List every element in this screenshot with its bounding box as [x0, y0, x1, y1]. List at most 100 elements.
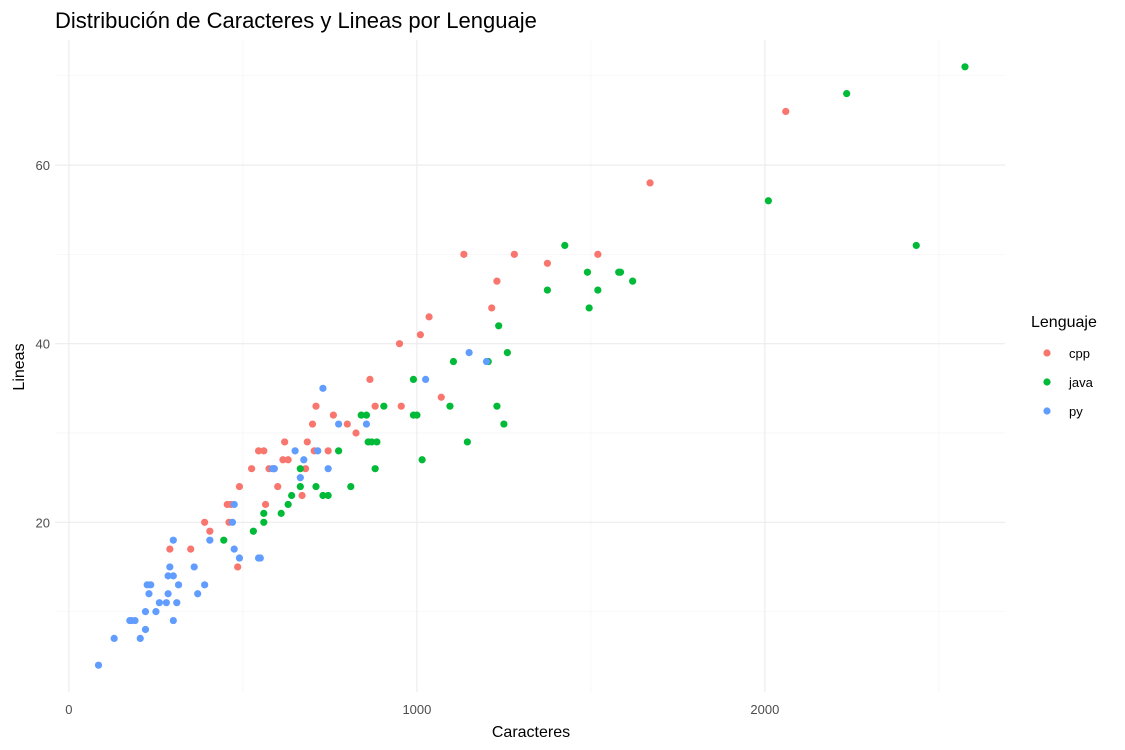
- data-point-py: [324, 465, 332, 473]
- data-point-py: [166, 563, 174, 571]
- data-point-cpp: [260, 447, 268, 455]
- chart-title: Distribución de Caracteres y Lineas por …: [55, 8, 537, 33]
- data-point-cpp: [303, 438, 311, 446]
- data-point-cpp: [187, 545, 195, 553]
- data-point-py: [291, 447, 299, 455]
- y-axis-title: Lineas: [11, 343, 28, 390]
- data-point-py: [164, 572, 172, 580]
- data-point-java: [583, 268, 592, 276]
- data-point-py: [141, 625, 150, 634]
- legend-label-java: java: [1068, 375, 1094, 390]
- y-tick-label: 20: [36, 515, 50, 530]
- data-point-py: [147, 581, 155, 589]
- data-point-java: [296, 465, 304, 473]
- data-point-cpp: [425, 313, 433, 321]
- data-point-java: [594, 286, 602, 294]
- data-point-java: [561, 241, 569, 250]
- data-point-py: [141, 608, 150, 616]
- data-point-cpp: [488, 304, 496, 312]
- data-point-java: [362, 411, 371, 419]
- data-point-py: [422, 375, 430, 383]
- data-point-cpp: [235, 482, 244, 491]
- data-point-java: [260, 509, 268, 517]
- data-point-py: [362, 420, 371, 428]
- legend-key-java: [1043, 378, 1051, 386]
- series-py: [94, 349, 491, 669]
- legend-key-py: [1043, 407, 1051, 415]
- data-point-java: [912, 241, 920, 250]
- data-point-java: [260, 518, 268, 526]
- data-point-java: [764, 197, 772, 205]
- data-point-py: [206, 536, 214, 544]
- data-point-py: [228, 518, 237, 526]
- data-point-py: [256, 554, 264, 562]
- data-point-java: [961, 63, 969, 71]
- data-point-cpp: [343, 420, 351, 428]
- data-point-cpp: [248, 465, 256, 473]
- x-axis-title: Caracteres: [492, 724, 570, 741]
- data-point-cpp: [206, 527, 214, 535]
- data-point-py: [136, 634, 144, 643]
- x-tick-label: 0: [65, 702, 72, 717]
- data-point-cpp: [782, 107, 790, 116]
- x-axis-ticks: 0 1000 2000: [65, 702, 779, 717]
- data-point-cpp: [284, 456, 292, 464]
- data-point-py: [314, 447, 322, 455]
- data-point-py: [201, 581, 209, 589]
- data-point-cpp: [352, 429, 360, 437]
- data-point-java: [495, 322, 503, 330]
- data-point-java: [380, 402, 388, 410]
- data-point-py: [230, 545, 238, 553]
- data-point-cpp: [395, 340, 404, 348]
- data-point-py: [152, 608, 160, 616]
- data-point-java: [371, 465, 379, 473]
- data-point-java: [347, 482, 355, 491]
- data-point-java: [296, 482, 304, 491]
- data-point-java: [324, 491, 332, 500]
- data-point-cpp: [594, 250, 602, 258]
- data-point-java: [312, 482, 320, 491]
- data-point-java: [629, 277, 637, 285]
- data-point-cpp: [397, 402, 405, 410]
- data-point-java: [335, 447, 343, 455]
- data-point-java: [220, 536, 228, 544]
- legend-title: Lenguaje: [1031, 314, 1097, 331]
- data-point-java: [843, 89, 851, 98]
- data-point-py: [169, 572, 177, 580]
- data-point-py: [110, 634, 118, 643]
- data-point-java: [288, 491, 296, 500]
- x-tick-label: 1000: [402, 702, 431, 717]
- data-point-java: [543, 286, 551, 294]
- data-point-cpp: [646, 179, 654, 187]
- data-point-py: [270, 465, 278, 473]
- data-point-java: [493, 402, 501, 410]
- data-point-py: [230, 500, 238, 509]
- data-point-cpp: [279, 456, 287, 464]
- data-point-java: [319, 491, 327, 500]
- data-point-cpp: [510, 250, 518, 258]
- data-point-java: [449, 357, 458, 366]
- x-tick-label: 2000: [750, 702, 779, 717]
- data-point-java: [357, 411, 365, 419]
- legend-label-py: py: [1069, 404, 1083, 419]
- data-point-java: [463, 438, 471, 446]
- legend-items: cpp java py: [1043, 346, 1094, 419]
- y-tick-label: 60: [36, 158, 50, 173]
- data-point-py: [482, 357, 491, 366]
- data-point-java: [277, 509, 285, 517]
- data-point-cpp: [543, 259, 551, 267]
- data-point-cpp: [329, 411, 337, 419]
- legend-label-cpp: cpp: [1069, 346, 1090, 361]
- data-point-py: [465, 349, 473, 357]
- series-java: [220, 63, 969, 544]
- data-point-java: [585, 304, 593, 312]
- data-point-cpp: [254, 447, 263, 455]
- data-point-py: [155, 599, 163, 607]
- data-point-java: [368, 438, 376, 446]
- data-point-cpp: [493, 277, 501, 285]
- data-point-py: [169, 536, 177, 544]
- data-point-cpp: [261, 500, 270, 509]
- series-cpp: [166, 107, 790, 571]
